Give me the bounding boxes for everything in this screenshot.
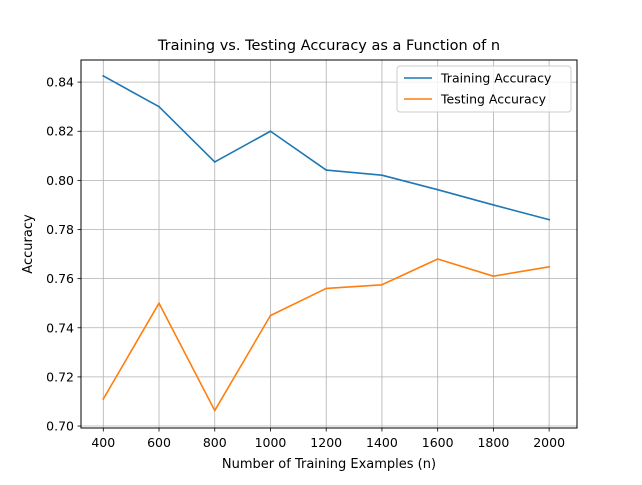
x-tick-label: 1600 [422,435,454,450]
y-tick-label: 0.76 [46,271,74,286]
data-point [269,314,272,317]
data-point [158,302,160,305]
grid-layer [81,60,577,428]
data-point [548,218,551,221]
chart-title: Training vs. Testing Accuracy as a Funct… [157,38,500,54]
data-point [102,75,105,77]
x-tick-label: 1800 [477,435,509,450]
x-tick-label: 600 [147,435,171,450]
data-point [548,265,551,268]
y-tick-label: 0.78 [46,222,74,237]
data-point [325,169,328,171]
data-point [325,287,328,290]
y-tick-label: 0.80 [46,173,74,188]
data-point [269,130,272,133]
x-axis-label: Number of Training Examples (n) [222,457,436,472]
legend-label: Training Accuracy [440,71,552,86]
y-tick-label: 0.74 [46,320,74,335]
data-point [102,398,105,400]
data-point [381,174,383,177]
x-tick-label: 1200 [310,435,342,450]
tick-layer: 400 600 800 1000 1200 1400 1600 1800 2000 0.70 0.7… [46,75,565,450]
legend: Training Accuracy Testing Accuracy [396,65,572,113]
x-tick-label: 2000 [533,435,565,450]
x-tick-label: 800 [203,435,227,450]
legend-label: Testing Accuracy [440,92,547,107]
legend-box [396,65,572,113]
x-tick-label: 400 [91,435,115,450]
data-point [436,188,439,191]
y-tick-label: 0.82 [46,124,74,139]
x-tick-label: 1000 [255,435,287,450]
data-point [492,204,495,206]
data-point [381,283,383,286]
y-axis-label: Accuracy [21,214,36,274]
x-tick-label: 1400 [366,435,398,450]
data-point [492,275,495,278]
data-point [213,161,216,163]
y-tick-label: 0.84 [46,75,74,90]
data-point [436,258,439,260]
y-tick-label: 0.72 [46,369,74,384]
series-layer [102,74,551,412]
plot-frame [80,59,578,429]
data-point [213,409,216,412]
data-point [158,105,160,108]
y-tick-label: 0.70 [46,419,74,434]
